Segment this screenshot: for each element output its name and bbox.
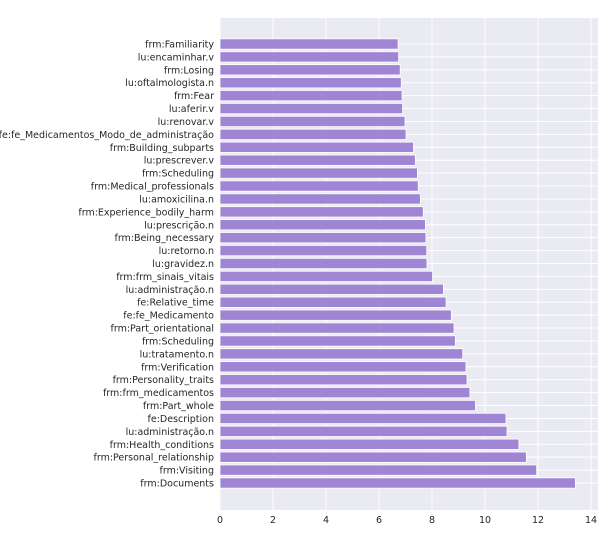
bar (219, 387, 471, 399)
y-tick-label: frm:Familiarity (145, 40, 214, 51)
bar (219, 167, 418, 179)
bar (219, 103, 403, 115)
y-tick-label: lu:aferir.v (169, 104, 214, 115)
bar (219, 206, 424, 218)
bar (219, 348, 464, 360)
x-tick-label: 12 (532, 515, 544, 526)
y-tick-label: frm:Fear (174, 91, 214, 102)
y-tick-label: frm:Verification (141, 362, 214, 373)
y-tick-label: lu:renovar.v (158, 117, 215, 128)
bar (219, 154, 416, 166)
y-tick-label: lu:prescrever.v (144, 156, 215, 167)
y-tick-label: frm:Medical_professionals (91, 182, 214, 193)
bar (219, 438, 520, 450)
x-tick-label: 14 (585, 515, 597, 526)
bar (219, 77, 402, 89)
y-tick-label: lu:amoxicilina.n (139, 194, 214, 205)
y-tick-label: lu:retorno.n (159, 246, 214, 257)
bar (219, 232, 427, 244)
bar (219, 322, 455, 334)
y-tick-label: fe:fe_Medicamentos_Modo_de_administração (0, 130, 214, 141)
bar (219, 180, 419, 192)
y-tick-label: frm:Personality_traits (113, 375, 214, 386)
bar (219, 90, 403, 102)
y-tick-label: frm:Documents (140, 479, 214, 490)
x-tick-label: 0 (217, 515, 223, 526)
bar (219, 128, 407, 140)
y-tick-label: frm:frm_sinais_vitais (116, 272, 214, 283)
y-tick-label: fe:Relative_time (137, 298, 214, 309)
y-tick-label: frm:Experience_bodily_harm (78, 207, 214, 218)
bars (219, 38, 576, 489)
bar (219, 141, 414, 153)
y-tick-label: frm:Scheduling (142, 336, 214, 347)
bar (219, 193, 421, 205)
x-tick-label: 6 (376, 515, 382, 526)
y-tick-label: frm:Personal_relationship (93, 453, 214, 464)
bar (219, 374, 468, 386)
bar (219, 38, 399, 50)
bar (219, 477, 576, 489)
bar (219, 309, 452, 321)
y-tick-label: frm:Building_subparts (110, 143, 214, 154)
y-tick-label: frm:frm_medicamentos (103, 388, 214, 399)
bar (219, 464, 538, 476)
bar (219, 412, 507, 424)
x-tick-label: 4 (323, 515, 329, 526)
bar (219, 425, 508, 437)
bar (219, 51, 400, 63)
bar (219, 245, 428, 257)
y-tick-label: lu:administração.n (126, 285, 214, 296)
bar (219, 64, 401, 76)
bar (219, 399, 476, 412)
y-tick-label: lu:gravidez.n (152, 259, 214, 270)
x-tick-label: 8 (429, 515, 435, 526)
y-tick-label: frm:Part_orientational (111, 324, 214, 335)
y-tick-label: frm:Visiting (160, 466, 214, 477)
bar (219, 219, 426, 231)
bar (219, 283, 444, 295)
x-tick-label: 10 (479, 515, 491, 526)
x-tick-labels: 0 2 4 6 8 10 12 14 (217, 515, 597, 526)
y-tick-label: frm:Part_whole (143, 401, 214, 412)
y-tick-label: lu:administração.n (126, 427, 214, 438)
bar (219, 451, 527, 463)
y-tick-label: frm:Scheduling (142, 169, 214, 180)
y-tick-label: frm:Health_conditions (110, 440, 214, 451)
bar (219, 270, 433, 282)
y-tick-label: lu:oftalmologista.n (125, 78, 214, 89)
bar (219, 296, 447, 308)
bar (219, 361, 467, 373)
bar (219, 115, 406, 128)
bar (219, 257, 428, 270)
y-tick-label: lu:prescrição.n (144, 220, 214, 231)
y-tick-label: frm:Being_necessary (114, 233, 214, 244)
y-tick-label: frm:Losing (164, 65, 214, 76)
y-tick-label: fe:Description (148, 414, 215, 425)
bar (219, 335, 456, 347)
y-tick-label: fe:fe_Medicamento (123, 311, 214, 322)
y-tick-label: lu:encaminhar.v (138, 52, 215, 63)
y-tick-label: lu:tratamento.n (140, 349, 214, 360)
x-tick-label: 2 (270, 515, 276, 526)
